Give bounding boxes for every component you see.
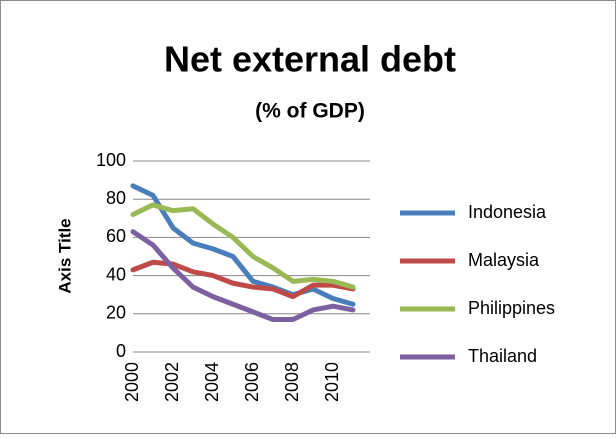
x-tick-label: 2000 <box>122 362 142 402</box>
chart-subtitle: (% of GDP) <box>255 100 365 123</box>
series-line <box>130 229 356 323</box>
legend-label: Philippines <box>468 298 555 318</box>
x-tick-label: 2008 <box>282 362 302 402</box>
x-tick-label: 2004 <box>202 362 222 402</box>
legend-label: Thailand <box>468 346 537 366</box>
y-tick-label: 0 <box>116 341 126 361</box>
legend-label: Malaysia <box>468 250 540 270</box>
y-tick-label: 80 <box>106 188 126 208</box>
chart-title: Net external debt <box>164 39 456 80</box>
series-line <box>130 183 356 307</box>
y-tick-label: 100 <box>96 150 126 170</box>
x-tick-label: 2006 <box>242 362 262 402</box>
legend-label: Indonesia <box>468 202 547 222</box>
x-tick-label: 2010 <box>322 362 342 402</box>
series-line <box>130 202 356 290</box>
y-tick-label: 60 <box>106 226 126 246</box>
y-tick-label: 40 <box>106 264 126 284</box>
x-tick-label: 2002 <box>162 362 182 402</box>
y-tick-label: 20 <box>106 303 126 323</box>
y-axis-title: Axis Title <box>55 218 74 293</box>
